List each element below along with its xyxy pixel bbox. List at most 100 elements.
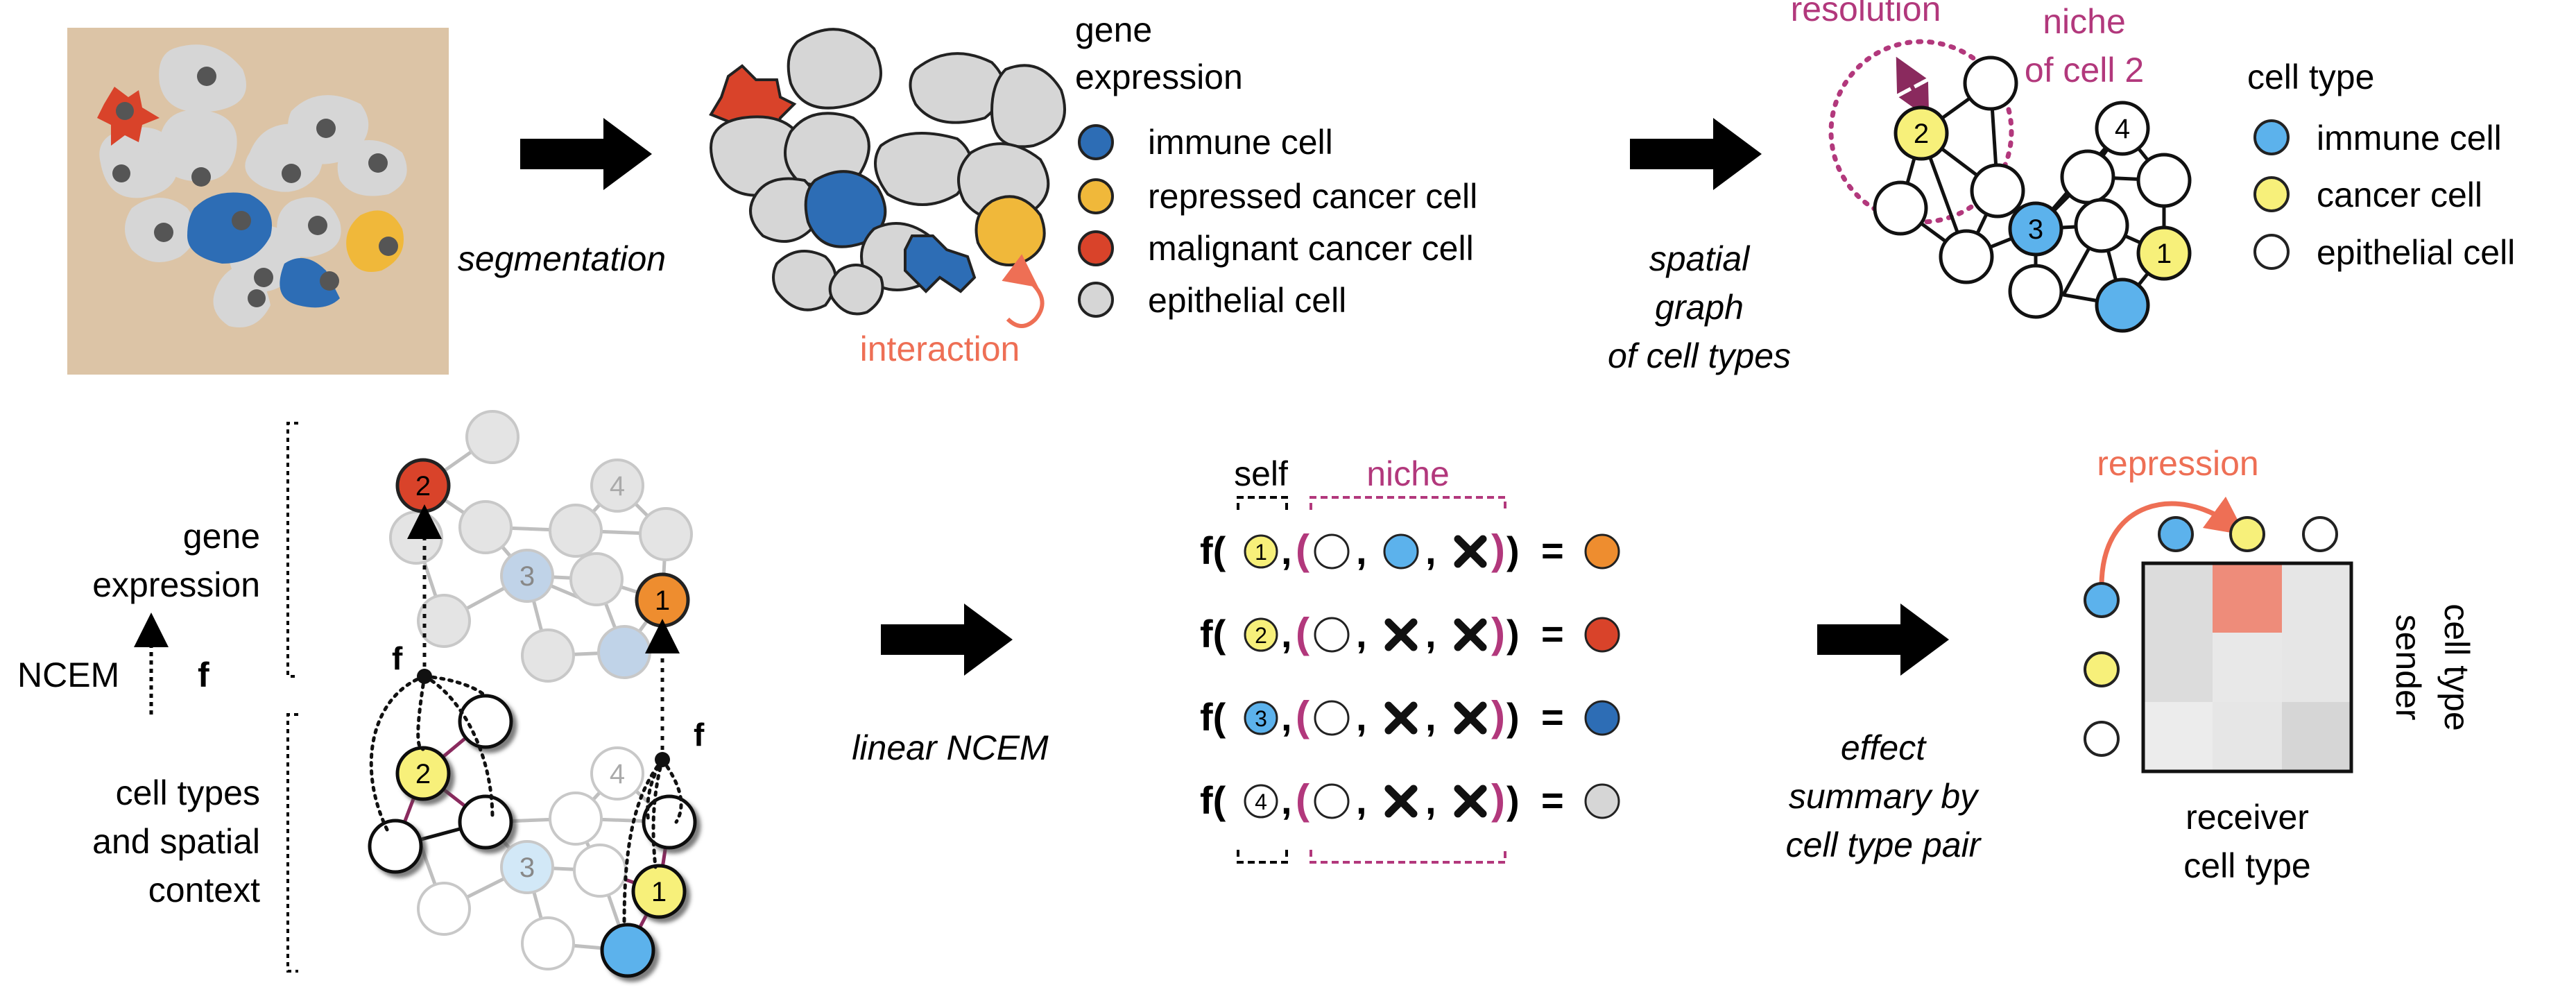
formula-equals: =: [1541, 612, 1564, 656]
ncem-f-label: f: [198, 656, 209, 694]
formula-f: f(: [1200, 778, 1226, 822]
legend-gene-item-0: immune cell: [1148, 123, 1333, 162]
effect-heatmap: repression receiver cell type sender cel…: [2084, 444, 2476, 885]
self-label: self: [1234, 454, 1288, 493]
effect-label-2: summary by: [1789, 777, 1980, 816]
arrow-segmentation: [520, 118, 652, 190]
effect-label-1: effect: [1841, 728, 1927, 767]
context-label-2: and spatial: [92, 822, 260, 861]
arrow-spatial-graph: [1630, 118, 1762, 190]
svg-text:,: ,: [1425, 695, 1436, 739]
svg-text:,: ,: [1356, 778, 1367, 822]
receiver-label-1: receiver: [2186, 798, 2309, 837]
linear-ncem-label: linear NCEM: [852, 728, 1049, 767]
formula-self-number: 2: [1255, 623, 1267, 648]
node-2-label: 2: [1914, 119, 1929, 149]
gene-expression-label-2: expression: [92, 565, 260, 604]
effect-summary-label: effect summary by cell type pair: [1786, 728, 1982, 864]
svg-text:): ): [1506, 695, 1520, 739]
lower-node-1: 1: [651, 877, 667, 907]
svg-text:,: ,: [1356, 529, 1367, 572]
upper-node-4: 4: [610, 471, 625, 502]
svg-text:): ): [1491, 776, 1505, 823]
formula-equals: =: [1541, 778, 1564, 822]
formula-self-number: 1: [1255, 540, 1267, 565]
formula-output-circle: [1584, 700, 1620, 736]
spatial-label-3: of cell types: [1608, 336, 1791, 375]
upper-node-3: 3: [520, 561, 535, 592]
svg-text:,: ,: [1356, 612, 1367, 656]
upper-node-2: 2: [415, 471, 431, 502]
arrow-linear-ncem: [881, 604, 1013, 676]
legend-celltype-item-2: epithelial cell: [2317, 233, 2515, 272]
svg-text:,: ,: [1281, 612, 1292, 656]
svg-text:(: (: [1296, 527, 1310, 573]
lower-graph: 2 4 3 1 f f: [368, 504, 705, 978]
lower-node-2: 2: [415, 759, 431, 789]
interaction-arrow: [1002, 254, 1045, 328]
formula-equals: =: [1541, 529, 1564, 572]
formula-output-circle: [1584, 533, 1620, 570]
svg-text:): ): [1491, 693, 1505, 739]
upper-node-1: 1: [655, 585, 670, 616]
gene-expression-legend: gene expression immune cell repressed ca…: [1075, 10, 1477, 320]
svg-text:,: ,: [1281, 529, 1292, 572]
sender-label-1: sender: [2389, 615, 2428, 721]
formula-f: f(: [1200, 695, 1226, 739]
lower-node-3: 3: [520, 853, 535, 883]
node-3-label: 3: [2028, 214, 2043, 245]
svg-text:): ): [1491, 610, 1505, 656]
svg-text:(: (: [1296, 693, 1310, 739]
svg-text:): ): [1491, 527, 1505, 573]
resolution-label: resolution: [1791, 0, 1941, 28]
lower-node-4: 4: [610, 759, 625, 789]
svg-text:(: (: [1296, 610, 1310, 656]
niche-label-1: niche: [2043, 2, 2126, 41]
spatial-graph-label: spatial graph of cell types: [1608, 239, 1791, 375]
formula-equals: =: [1541, 695, 1564, 739]
svg-text:,: ,: [1356, 695, 1367, 739]
formula-row: f(3,(,,)) =: [1200, 693, 1620, 739]
node-4-label: 4: [2115, 114, 2130, 144]
formula-self-number: 3: [1255, 706, 1267, 731]
legend-gene-item-1: repressed cancer cell: [1148, 177, 1477, 216]
legend-gene-item-2: malignant cancer cell: [1148, 229, 1474, 268]
svg-text:,: ,: [1425, 778, 1436, 822]
upper-graph: 2 4 3 1: [389, 410, 693, 683]
gene-expression-label-1: gene: [183, 517, 260, 556]
legend-celltype-item-0: immune cell: [2317, 119, 2502, 157]
svg-text:,: ,: [1281, 778, 1292, 822]
legend-celltype-item-1: cancer cell: [2317, 176, 2482, 214]
formula-self-number: 4: [1255, 789, 1267, 814]
niche-label-2: of cell 2: [2025, 51, 2144, 89]
segmented-cells: [709, 28, 1066, 316]
formula-f: f(: [1200, 529, 1226, 572]
interaction-label: interaction: [860, 330, 1020, 368]
f-label-left: f: [392, 640, 403, 676]
top-spatial-graph: 2 4 3 1 resolution niche of cell 2: [1791, 0, 2192, 333]
ncem-label: NCEM: [17, 656, 119, 694]
tissue-image: [67, 28, 449, 375]
f-label-right: f: [694, 717, 705, 753]
receiver-label-2: cell type: [2183, 846, 2310, 885]
segmentation-label: segmentation: [458, 239, 666, 278]
legend-gene-title-1: gene: [1075, 10, 1152, 49]
context-label-1: cell types: [116, 773, 260, 812]
niche-formula-label: niche: [1366, 454, 1450, 493]
svg-text:,: ,: [1425, 612, 1436, 656]
formula-row: f(1,(,,)) =: [1200, 527, 1620, 573]
sender-label-2: cell type: [2437, 604, 2476, 730]
spatial-label-1: spatial: [1649, 239, 1751, 278]
formula-f: f(: [1200, 612, 1226, 656]
svg-text:,: ,: [1281, 695, 1292, 739]
repression-label: repression: [2097, 444, 2258, 483]
spatial-label-2: graph: [1655, 288, 1744, 327]
svg-text:(: (: [1296, 776, 1310, 823]
legend-gene-item-3: epithelial cell: [1148, 281, 1346, 320]
svg-text:): ): [1506, 612, 1520, 656]
node-1-label: 1: [2156, 239, 2172, 269]
formula-output-circle: [1584, 783, 1620, 819]
formula-output-circle: [1584, 617, 1620, 653]
effect-label-3: cell type pair: [1786, 825, 1982, 864]
